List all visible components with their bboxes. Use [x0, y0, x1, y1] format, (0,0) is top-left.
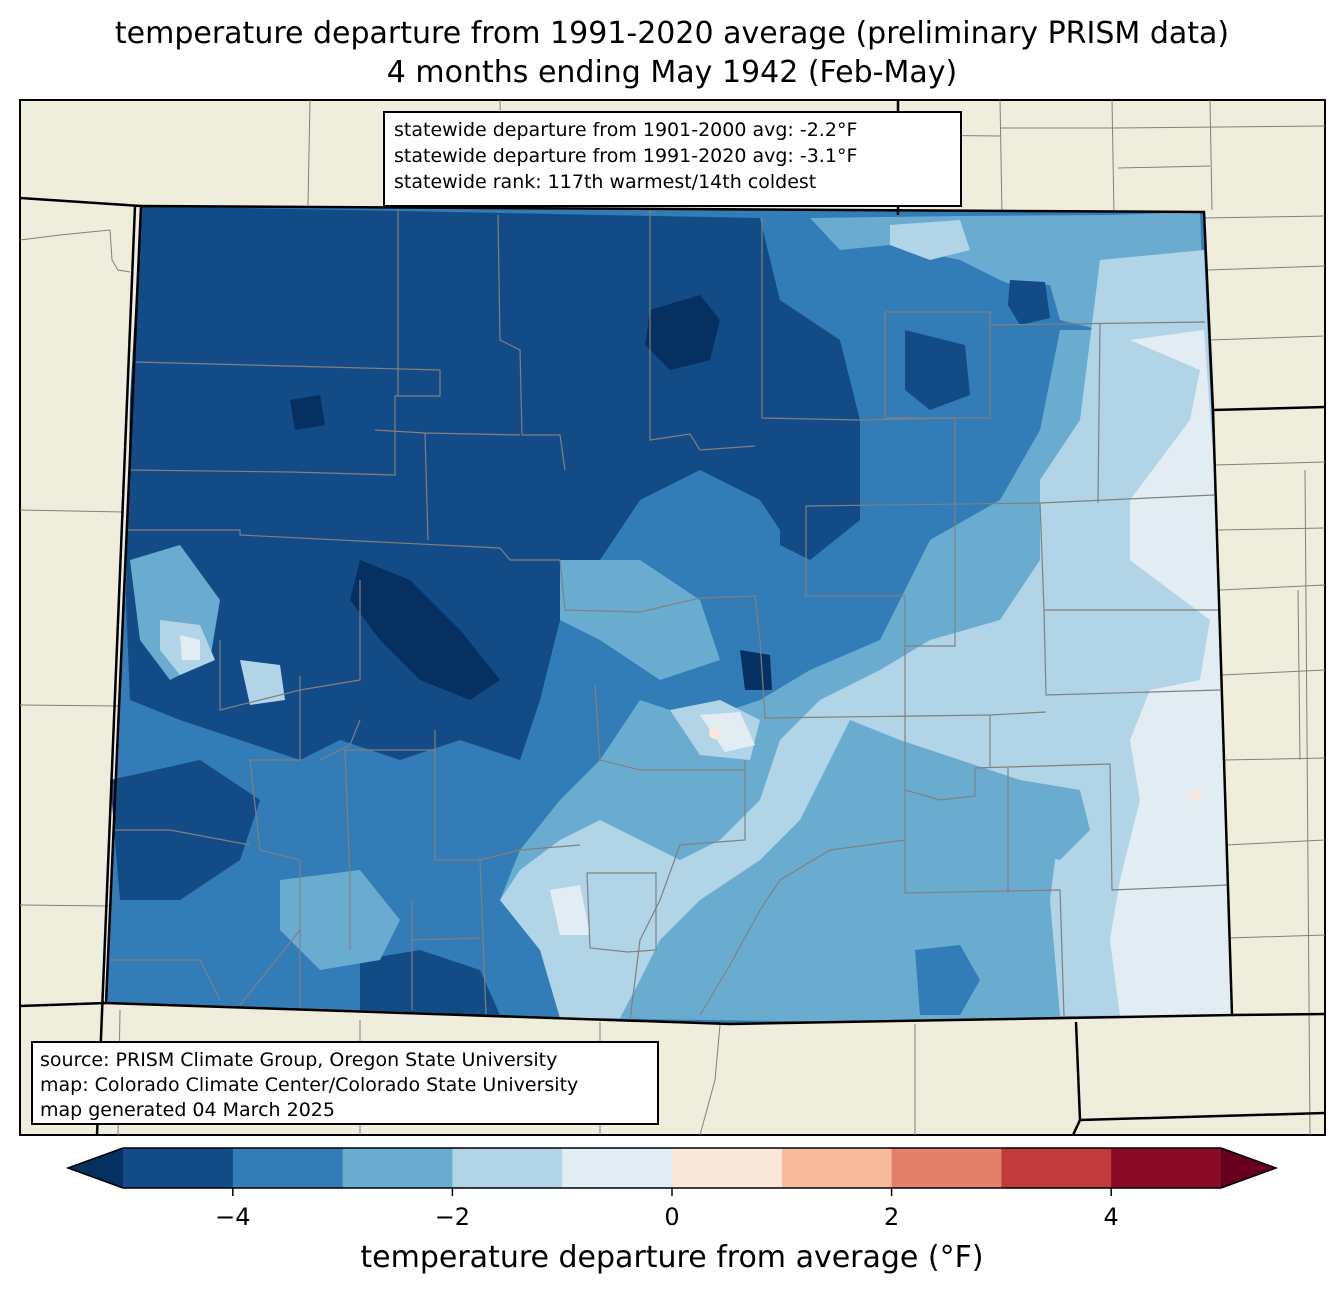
colorbar [65, 1147, 1279, 1196]
colorbar-label: temperature departure from average (°F) [360, 1240, 984, 1275]
colorado-county-lines [110, 210, 1229, 1021]
colorbar-tick-label: 0 [664, 1203, 680, 1231]
source-prism: source: PRISM Climate Group, Oregon Stat… [40, 1049, 558, 1071]
colorbar-bin [123, 1148, 234, 1188]
colorbar-bin [452, 1148, 563, 1188]
source-box: source: PRISM Climate Group, Oregon Stat… [31, 1041, 659, 1125]
colorbar-bin [562, 1148, 673, 1188]
source-map-credit: map: Colorado Climate Center/Colorado St… [40, 1074, 579, 1096]
colorbar-bin [891, 1148, 1002, 1188]
colorbar-bin [342, 1148, 453, 1188]
colorbar-tick-label: 2 [883, 1203, 900, 1231]
statewide-stats-box: statewide departure from 1901-2000 avg: … [383, 111, 962, 207]
colorbar-tick-label: 4 [1103, 1203, 1119, 1231]
source-generated-date: map generated 04 March 2025 [40, 1099, 335, 1121]
colorbar-bin [672, 1148, 783, 1188]
colorbar-outline [65, 1147, 1279, 1189]
colorbar-bin [1001, 1148, 1112, 1188]
colorbar-tick-label: −4 [215, 1203, 251, 1231]
map-subtitle: 4 months ending May 1942 (Feb-May) [386, 55, 958, 90]
stats-rank: statewide rank: 117th warmest/14th colde… [394, 171, 817, 193]
colorbar-tick-label: −2 [434, 1203, 471, 1231]
colorbar-bin [1111, 1148, 1222, 1188]
colorbar-extend-low [68, 1148, 123, 1188]
colorbar-extend-high [1221, 1148, 1276, 1188]
map-title: temperature departure from 1991-2020 ave… [114, 16, 1230, 51]
stats-departure-1991-2020: statewide departure from 1991-2020 avg: … [394, 145, 858, 167]
stats-departure-1901-2000: statewide departure from 1901-2000 avg: … [394, 119, 858, 141]
contour-regions [110, 206, 1232, 1022]
colorbar-bin [781, 1148, 893, 1188]
colorbar-bin [232, 1148, 344, 1188]
